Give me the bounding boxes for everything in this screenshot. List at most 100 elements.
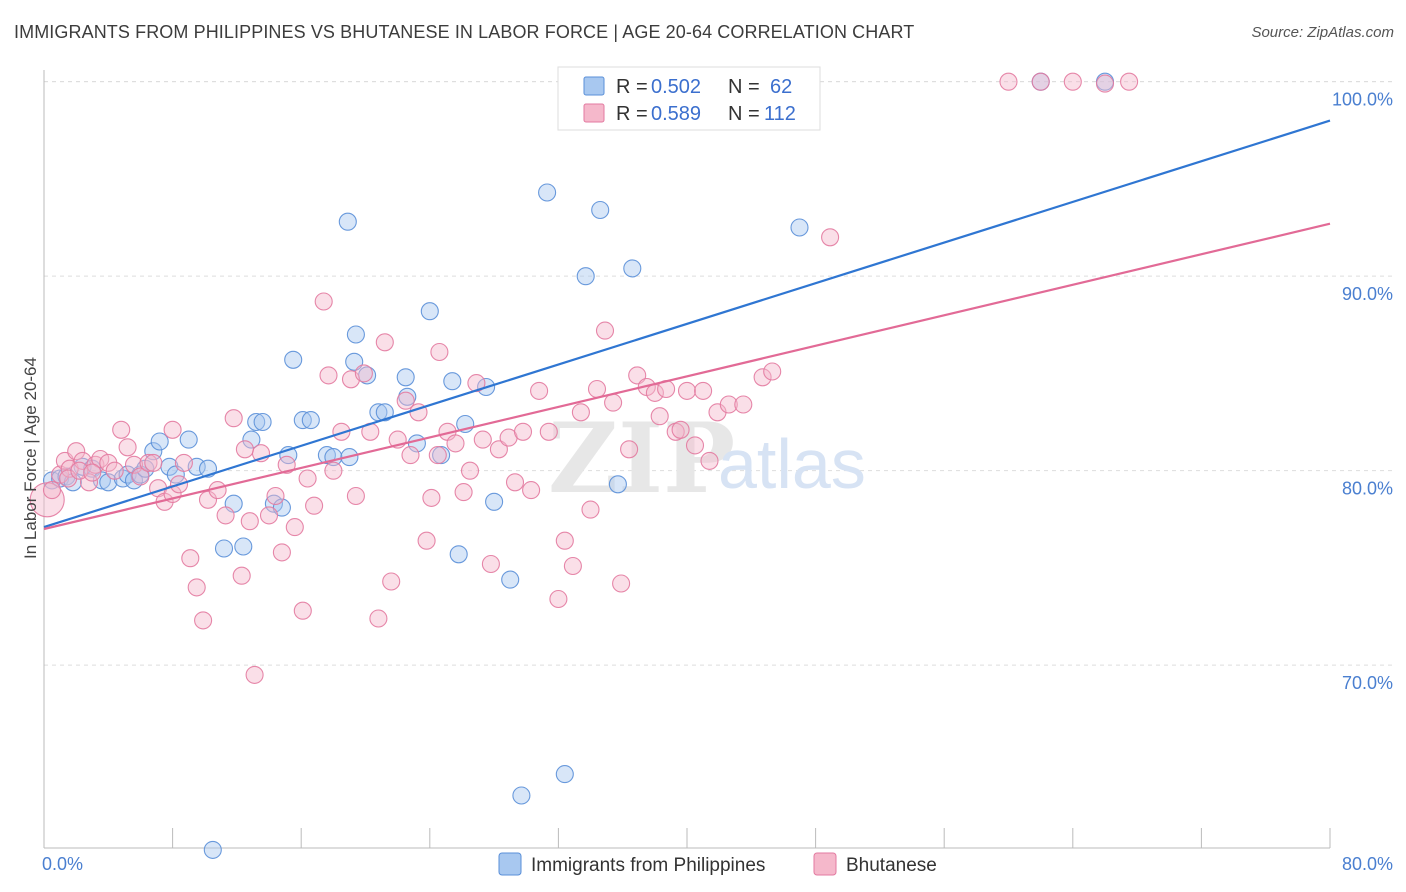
point-bhutanese: [671, 420, 690, 439]
point-bhutanese: [369, 609, 388, 628]
point-bhutanese: [555, 531, 574, 550]
point-philippines: [420, 302, 439, 321]
point-bhutanese: [163, 420, 182, 439]
point-philippines: [443, 372, 462, 391]
bottom-legend-swatch-pink: [813, 852, 837, 876]
point-bhutanese: [332, 422, 351, 441]
point-bhutanese: [194, 611, 213, 630]
legend-r-value-1: 0.502: [651, 76, 701, 98]
point-philippines: [608, 475, 627, 494]
point-bhutanese: [522, 481, 541, 500]
point-bhutanese: [298, 469, 317, 488]
legend-swatch-blue: [583, 76, 605, 96]
point-bhutanese: [422, 488, 441, 507]
point-philippines: [346, 325, 365, 344]
point-bhutanese: [67, 442, 86, 461]
y-tick-label-80: 80.0%: [1342, 479, 1393, 499]
point-bhutanese: [401, 446, 420, 465]
data-points: [29, 72, 1139, 859]
point-bhutanese: [481, 554, 500, 574]
x-ticks: [43, 828, 1331, 848]
point-bhutanese: [382, 572, 401, 591]
point-bhutanese: [473, 430, 492, 449]
point-bhutanese: [467, 374, 486, 393]
point-philippines: [512, 786, 531, 805]
point-bhutanese: [604, 393, 623, 412]
point-bhutanese: [139, 453, 158, 472]
point-philippines: [501, 570, 520, 589]
point-bhutanese: [131, 467, 150, 486]
point-bhutanese: [620, 440, 639, 459]
point-bhutanese: [734, 395, 753, 414]
trend-line-philippines: [43, 119, 1331, 529]
point-philippines: [247, 412, 266, 432]
point-bhutanese: [446, 434, 465, 453]
point-bhutanese: [375, 333, 394, 352]
y-axis-label: In Labor Force | Age 20-64: [21, 357, 40, 559]
point-bhutanese: [539, 422, 558, 441]
point-philippines: [449, 545, 468, 564]
point-philippines: [790, 218, 809, 237]
point-philippines: [99, 473, 118, 492]
point-bhutanese: [677, 381, 697, 400]
point-bhutanese: [628, 366, 647, 385]
point-bhutanese: [454, 483, 473, 502]
point-bhutanese: [235, 440, 254, 459]
point-philippines: [338, 212, 357, 231]
trend-line-bhutanese: [43, 222, 1331, 531]
legend-n-value-2: 112: [764, 103, 796, 125]
point-bhutanese: [216, 506, 235, 525]
point-bhutanese: [240, 512, 259, 531]
point-philippines: [345, 352, 364, 371]
point-philippines: [301, 411, 320, 430]
point-bhutanese: [1095, 74, 1115, 93]
point-philippines: [538, 183, 557, 202]
point-philippines: [375, 403, 394, 422]
legend: R = 0.502 N = 62 R = 0.589 N = 112: [557, 66, 821, 131]
point-philippines: [396, 368, 415, 387]
point-bhutanese: [650, 407, 669, 426]
legend-n-value-1: 62: [770, 76, 792, 98]
legend-r-value-2: 0.589: [651, 103, 701, 125]
point-philippines: [485, 492, 504, 511]
point-bhutanese: [999, 72, 1018, 91]
point-bhutanese: [612, 574, 631, 593]
point-bhutanese: [595, 321, 615, 340]
point-bhutanese: [700, 451, 719, 470]
point-bhutanese: [42, 481, 62, 500]
point-philippines: [591, 200, 610, 220]
point-bhutanese: [187, 578, 206, 597]
point-bhutanese: [83, 463, 102, 482]
chart-source: Source: ZipAtlas.com: [1251, 24, 1394, 41]
point-philippines: [179, 430, 198, 449]
point-bhutanese: [763, 362, 782, 381]
chart-title: IMMIGRANTS FROM PHILIPPINES VS BHUTANESE…: [14, 22, 915, 42]
point-bhutanese: [259, 506, 279, 525]
point-bhutanese: [285, 518, 304, 537]
point-bhutanese: [266, 486, 285, 506]
legend-n-label-1: N =: [728, 76, 760, 98]
point-bhutanese: [821, 228, 840, 247]
point-philippines: [253, 412, 272, 432]
point-bhutanese: [181, 549, 200, 568]
bottom-legend: Immigrants from Philippines Bhutanese: [498, 852, 937, 876]
bottom-legend-swatch-blue: [498, 852, 522, 876]
watermark-atlas: atlas: [718, 425, 866, 503]
point-bhutanese: [505, 473, 525, 492]
point-bhutanese: [1063, 72, 1082, 91]
x-tick-label-min: 0.0%: [42, 854, 83, 874]
point-bhutanese: [1120, 72, 1139, 91]
point-bhutanese: [118, 438, 137, 457]
point-philippines: [214, 539, 234, 558]
point-philippines: [284, 350, 303, 369]
point-bhutanese: [232, 566, 251, 585]
point-bhutanese: [112, 420, 131, 439]
point-bhutanese: [685, 436, 705, 455]
point-philippines: [150, 432, 169, 451]
point-bhutanese: [581, 500, 600, 519]
point-bhutanese: [396, 391, 415, 410]
point-bhutanese: [428, 446, 447, 465]
point-philippines: [576, 267, 595, 286]
point-bhutanese: [105, 461, 124, 480]
